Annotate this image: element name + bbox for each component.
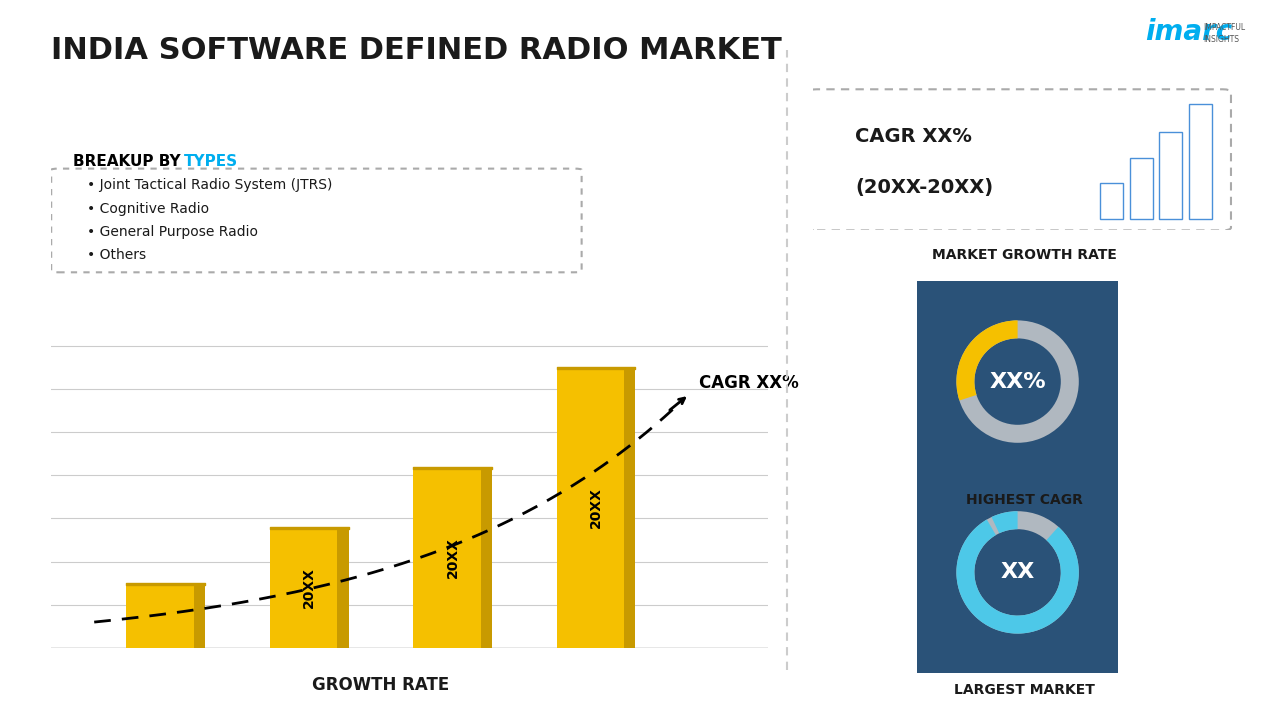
Text: MARKET GROWTH RATE: MARKET GROWTH RATE [932, 248, 1116, 262]
Text: XX%: XX% [989, 372, 1046, 392]
Bar [480, 467, 492, 648]
Bar [193, 583, 205, 648]
Bar [623, 367, 635, 648]
FancyBboxPatch shape [910, 274, 1125, 490]
Text: (20XX-20XX): (20XX-20XX) [855, 178, 993, 197]
Text: BREAKUP BY: BREAKUP BY [73, 154, 186, 169]
Bar [127, 583, 205, 648]
Text: 20XX: 20XX [302, 567, 316, 608]
Text: 20XX: 20XX [589, 487, 603, 528]
Text: HIGHEST CAGR: HIGHEST CAGR [965, 493, 1083, 507]
Text: • Cognitive Radio: • Cognitive Radio [87, 202, 209, 216]
Wedge shape [956, 320, 1018, 400]
Text: • Joint Tactical Radio System (JTRS): • Joint Tactical Radio System (JTRS) [87, 179, 333, 192]
Wedge shape [956, 520, 1079, 634]
FancyBboxPatch shape [809, 89, 1231, 230]
Bar [1189, 104, 1212, 219]
Text: XX: XX [1001, 562, 1034, 582]
Text: 20XX: 20XX [445, 537, 460, 577]
Text: TYPES: TYPES [184, 154, 238, 169]
Bar [270, 527, 348, 648]
Bar [1100, 183, 1124, 219]
Text: IMPACTFUL
INSIGHTS: IMPACTFUL INSIGHTS [1203, 23, 1245, 44]
FancyBboxPatch shape [910, 464, 1125, 680]
Bar [413, 467, 492, 648]
Bar [557, 367, 635, 648]
Text: CAGR XX%: CAGR XX% [855, 127, 972, 146]
Bar [337, 527, 348, 648]
Text: imarc: imarc [1146, 18, 1233, 46]
Wedge shape [956, 511, 1079, 634]
Wedge shape [956, 320, 1079, 443]
Text: LARGEST MARKET: LARGEST MARKET [954, 683, 1094, 696]
Text: GROWTH RATE: GROWTH RATE [312, 675, 449, 694]
Bar [1160, 132, 1183, 219]
Text: • Others: • Others [87, 248, 146, 263]
Bar [1129, 158, 1153, 219]
Wedge shape [992, 511, 1018, 534]
Text: • General Purpose Radio: • General Purpose Radio [87, 225, 259, 239]
FancyBboxPatch shape [51, 168, 581, 272]
Text: CAGR XX%: CAGR XX% [699, 374, 799, 392]
Text: INDIA SOFTWARE DEFINED RADIO MARKET: INDIA SOFTWARE DEFINED RADIO MARKET [51, 36, 782, 65]
